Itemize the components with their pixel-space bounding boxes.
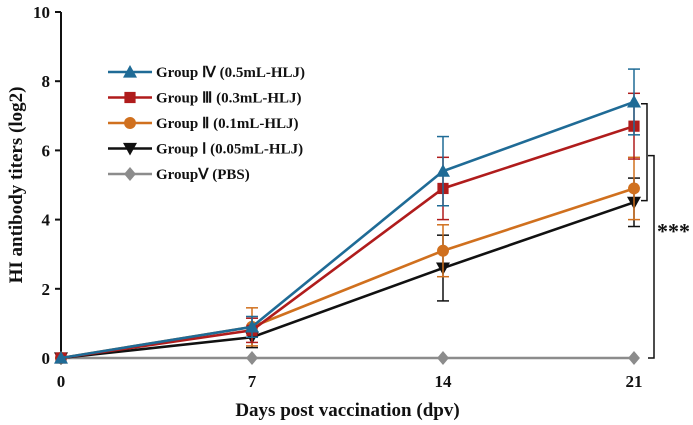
plot-area: 0 2 4 6 8 10 0 7 14 21 *** — [33, 3, 690, 391]
bracket-groups-IV-I — [641, 102, 648, 202]
x-tick-label: 7 — [248, 372, 257, 391]
legend-item: Group Ⅲ (0.3mL-HLJ) — [108, 91, 302, 107]
x-axis-title: Days post vaccination (dpv) — [235, 400, 459, 421]
y-axis-title: HI antibody titers (log2) — [6, 87, 27, 284]
x-ticks: 0 7 14 21 — [57, 358, 643, 391]
series-1 — [54, 68, 641, 364]
legend-marker — [124, 117, 136, 129]
data-point — [437, 351, 449, 365]
y-tick-label: 8 — [42, 72, 51, 91]
legend-marker — [124, 91, 136, 104]
data-point — [246, 351, 258, 365]
legend-marker — [123, 142, 137, 156]
legend-marker — [123, 65, 137, 78]
data-point — [437, 244, 449, 257]
y-ticks: 0 2 4 6 8 10 — [33, 3, 61, 368]
legend-label: Group Ⅲ (0.3mL-HLJ) — [156, 91, 302, 107]
series-5 — [55, 351, 640, 365]
data-point — [54, 351, 68, 364]
y-tick-label: 10 — [33, 3, 50, 22]
legend-item: GroupⅤ (PBS) — [108, 167, 250, 183]
significance-stars: *** — [657, 219, 690, 244]
legend-label: Group Ⅰ (0.05mL-HLJ) — [156, 142, 303, 158]
series-line — [60, 201, 635, 360]
data-point — [628, 182, 640, 195]
series-line — [60, 187, 635, 360]
legend-label: GroupⅤ (PBS) — [156, 167, 250, 183]
legend-label: Group Ⅱ (0.1mL-HLJ) — [156, 116, 299, 132]
data-point — [436, 164, 450, 177]
legend: Group Ⅳ (0.5mL-HLJ) Group Ⅲ (0.3mL-HLJ) Gr… — [108, 65, 305, 183]
y-tick-label: 4 — [42, 211, 51, 230]
x-tick-label: 21 — [626, 372, 643, 391]
data-point — [627, 94, 641, 108]
legend-marker — [124, 167, 136, 181]
x-tick-label: 0 — [57, 372, 66, 391]
legend-item: Group Ⅳ (0.5mL-HLJ) — [108, 65, 305, 81]
significance-brackets: *** — [641, 102, 690, 359]
series-4 — [54, 177, 641, 365]
series-line — [60, 100, 635, 360]
data-point — [245, 319, 259, 333]
series-2 — [55, 92, 640, 364]
legend-item: Group Ⅰ (0.05mL-HLJ) — [108, 142, 303, 158]
legend-label: Group Ⅳ (0.5mL-HLJ) — [156, 65, 305, 81]
y-tick-label: 6 — [42, 141, 51, 160]
series-layer — [54, 68, 641, 365]
x-tick-label: 14 — [435, 372, 453, 391]
legend-item: Group Ⅱ (0.1mL-HLJ) — [108, 116, 299, 132]
y-tick-label: 2 — [42, 280, 51, 299]
data-point — [628, 351, 640, 365]
series-line — [60, 124, 635, 360]
bracket-vaccine-vs-pbs — [648, 154, 655, 359]
y-tick-label: 0 — [42, 349, 51, 368]
